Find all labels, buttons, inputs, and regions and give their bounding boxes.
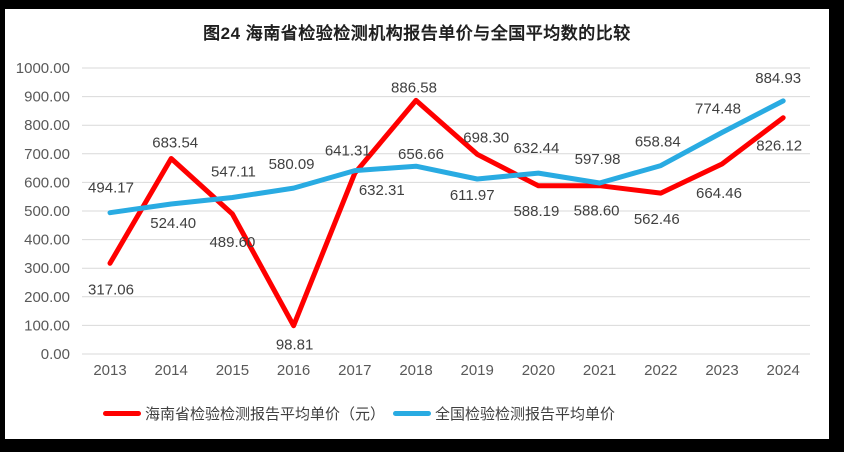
- data-label: 588.60: [574, 203, 620, 220]
- data-label: 826.12: [756, 138, 802, 155]
- x-axis-tick-label: 2014: [155, 362, 188, 379]
- data-label: 98.81: [276, 337, 314, 354]
- data-label: 494.17: [88, 180, 134, 197]
- data-label: 698.30: [463, 129, 509, 146]
- line-chart-plot: 0.00 100.00 200.00 300.00 400.00 500.00 600.00…: [16, 60, 810, 379]
- x-axis-tick-label: 2023: [705, 362, 738, 379]
- data-label: 597.98: [575, 151, 621, 168]
- x-axis-tick-label: 2019: [461, 362, 494, 379]
- x-axis-tick-label: 2015: [216, 362, 249, 379]
- x-axis-tick-label: 2018: [399, 362, 432, 379]
- data-label: 683.54: [152, 135, 198, 152]
- x-axis-tick-label: 2016: [277, 362, 310, 379]
- legend-label-hainan: 海南省检验检测报告平均单价（元）: [144, 406, 385, 423]
- chart-canvas: 图24 海南省检验检测机构报告单价与全国平均数的比较 0.00 100.00 200…: [5, 9, 829, 439]
- legend-item-hainan: 海南省检验检测报告平均单价（元）: [102, 403, 385, 424]
- x-axis-tick-label: 2021: [583, 362, 616, 379]
- data-label: 664.46: [696, 185, 742, 202]
- legend-label-national: 全国检验检测报告平均单价: [435, 406, 616, 423]
- y-axis-tick-label: 200.00: [24, 289, 70, 306]
- data-label: 611.97: [450, 187, 495, 204]
- data-label: 547.11: [211, 164, 256, 181]
- y-axis-tick-label: 400.00: [24, 232, 70, 249]
- y-axis-tick-label: 700.00: [24, 146, 70, 163]
- y-axis-tick-label: 900.00: [24, 89, 70, 106]
- data-label: 884.93: [755, 70, 801, 87]
- y-axis-tick-label: 500.00: [24, 203, 70, 220]
- data-label: 562.46: [634, 211, 680, 228]
- x-axis-tick-label: 2020: [522, 362, 555, 379]
- x-axis-tick-label: 2013: [93, 362, 126, 379]
- chart-title: 图24 海南省检验检测机构报告单价与全国平均数的比较: [203, 24, 631, 43]
- x-axis-tick-label: 2024: [767, 362, 800, 379]
- data-label: 656.66: [398, 146, 444, 163]
- y-axis-tick-label: 1000.00: [16, 60, 70, 77]
- data-label: 489.60: [209, 234, 255, 251]
- y-axis-tick-label: 0.00: [41, 346, 70, 363]
- legend-item-national: 全国检验检测报告平均单价: [393, 403, 615, 424]
- hainan-series-swatch-icon: [102, 411, 141, 416]
- data-label: 632.44: [513, 140, 559, 157]
- data-label: 641.31: [325, 143, 371, 160]
- y-axis-tick-label: 600.00: [24, 174, 70, 191]
- data-label: 632.31: [359, 182, 405, 199]
- data-label: 886.58: [391, 79, 437, 96]
- data-label: 524.40: [150, 215, 196, 232]
- y-axis-tick-label: 800.00: [24, 117, 70, 134]
- data-label: 658.84: [635, 134, 681, 151]
- y-axis-tick-label: 100.00: [24, 317, 70, 334]
- x-axis-tick-label: 2017: [338, 362, 371, 379]
- data-label: 774.48: [695, 100, 741, 117]
- national-series-line: [107, 98, 786, 216]
- data-label: 580.09: [269, 156, 315, 173]
- data-label: 588.19: [513, 203, 559, 220]
- x-axis-tick-label: 2022: [644, 362, 677, 379]
- data-label: 317.06: [88, 281, 134, 298]
- chart-legend: 海南省检验检测报告平均单价（元） 全国检验检测报告平均单价: [5, 403, 771, 424]
- national-series-swatch-icon: [393, 411, 431, 416]
- hainan-series-line: [107, 97, 786, 329]
- y-axis-tick-label: 300.00: [24, 260, 70, 277]
